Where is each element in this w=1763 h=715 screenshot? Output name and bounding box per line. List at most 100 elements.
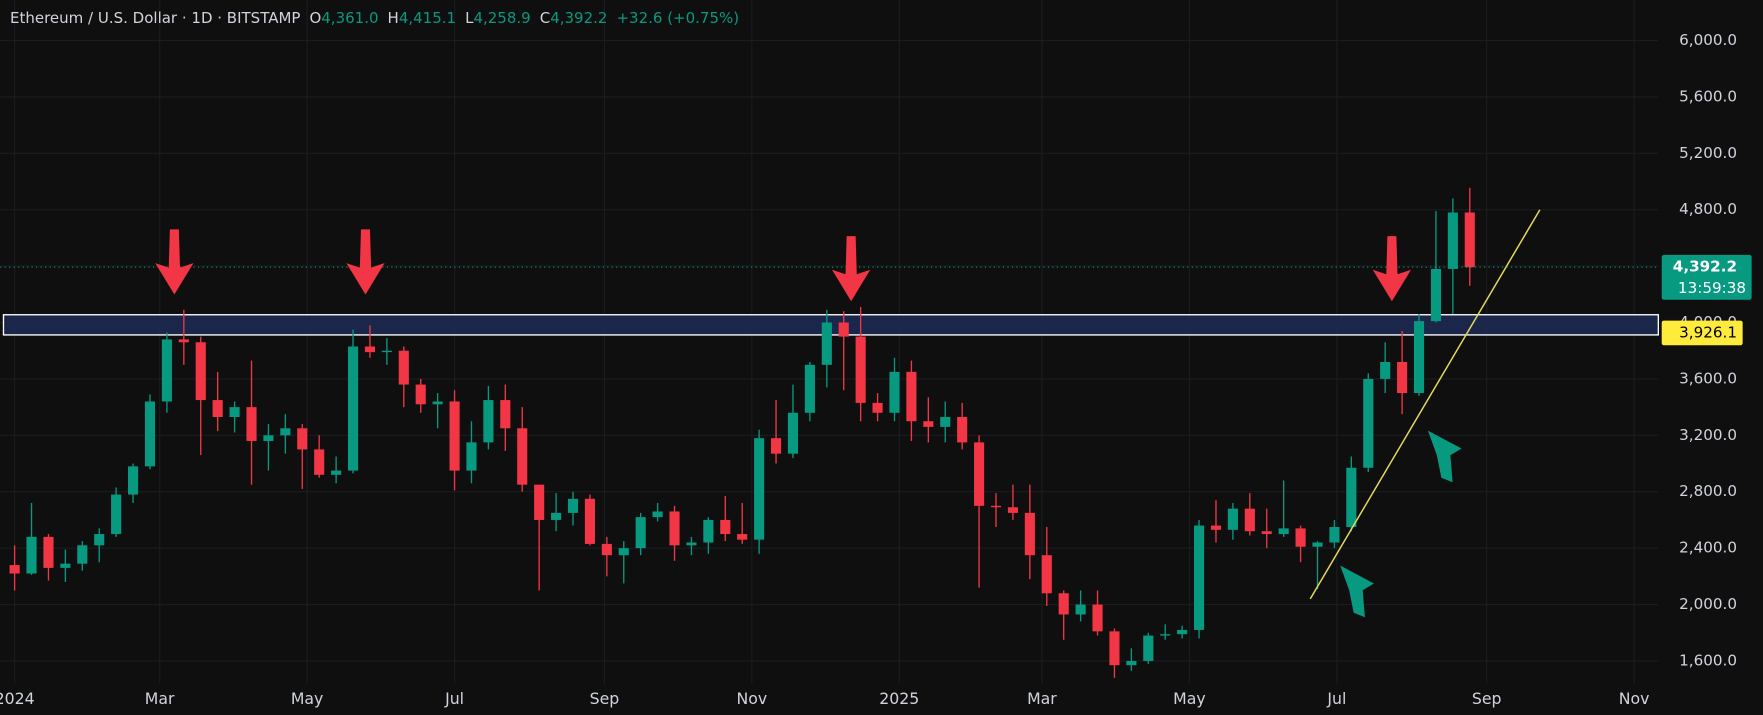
x-tick-label: May (1173, 689, 1206, 708)
candle-body (432, 401, 443, 405)
candle-body (1329, 526, 1340, 543)
candle-body (1109, 631, 1120, 666)
candle-body (1346, 467, 1357, 527)
candle-body (567, 498, 579, 513)
candles (9, 187, 1475, 678)
candle-body (1312, 542, 1323, 547)
candle-body (483, 400, 494, 443)
last-price-tag (1661, 254, 1752, 300)
x-tick-label: Mar (145, 689, 175, 708)
candle-body (1160, 634, 1171, 636)
y-tick-label: 1,600.0 (1679, 651, 1737, 669)
candle-body (364, 346, 376, 353)
candle-body (1397, 361, 1408, 394)
candle-body (754, 438, 765, 540)
candle-body (77, 545, 88, 564)
candle-body (347, 346, 359, 471)
candle-body (990, 505, 1002, 508)
candle-body (703, 519, 714, 543)
candle-body (1244, 508, 1255, 532)
x-tick-label: Jul (444, 689, 464, 708)
candle-body (229, 407, 240, 417)
candle-body (601, 543, 612, 556)
ohlc-label: L (465, 9, 474, 27)
ohlc-label: C (539, 9, 551, 27)
x-tick-label: Sep (1472, 689, 1502, 708)
candle-body (923, 421, 934, 427)
candle-body (314, 449, 325, 475)
trendline (1309, 209, 1541, 600)
grid (0, 0, 1659, 684)
candle-body (1380, 361, 1391, 379)
candle-body (821, 322, 832, 365)
candle-body (1126, 660, 1137, 666)
candle-body (1092, 604, 1103, 632)
candle-body (161, 339, 172, 402)
candle-body (1430, 268, 1442, 322)
y-tick-label: 2,000.0 (1679, 595, 1737, 613)
candle-body (9, 565, 20, 574)
candle-body (534, 484, 545, 520)
x-tick-label: 2024 (0, 689, 35, 708)
candle-body (720, 519, 731, 535)
green-arrow (1340, 565, 1374, 618)
ohlc-label: H (387, 9, 399, 27)
candle-body (111, 494, 122, 535)
candle-body (686, 542, 697, 546)
y-tick-label: 4,800.0 (1679, 200, 1737, 218)
y-tick-label: 6,000.0 (1679, 31, 1737, 49)
y-tick-label: 5,200.0 (1679, 144, 1737, 162)
candle-body (60, 563, 71, 568)
y-tick-label: 2,800.0 (1679, 482, 1737, 500)
red-arrow (155, 229, 194, 295)
candle-body (1363, 378, 1374, 468)
candle-body (1058, 593, 1069, 615)
candle-body (128, 466, 139, 495)
candle-body (957, 416, 968, 443)
candle-body (906, 371, 917, 422)
y-tick-label: 5,600.0 (1679, 87, 1737, 105)
price-change: +32.6 (+0.75%) (616, 9, 740, 27)
candle-body (1024, 512, 1035, 556)
candle-body (1007, 507, 1018, 513)
level-label: 3,926.1 (1679, 323, 1737, 341)
x-tick-label: Jul (1326, 689, 1346, 708)
x-tick-label: Mar (1027, 689, 1057, 708)
candle-body (398, 350, 409, 385)
y-tick-label: 3,200.0 (1679, 426, 1737, 444)
candle-body (500, 400, 511, 429)
ohlc-value: 4,258.9 (473, 9, 531, 27)
candle-body (212, 400, 223, 417)
candle-body (737, 534, 748, 540)
red-arrow (1372, 236, 1412, 302)
candle-body (1143, 635, 1154, 661)
candle-body (1295, 528, 1306, 547)
candle-body (449, 401, 460, 471)
candle-body (195, 342, 206, 401)
candle-body (381, 350, 392, 353)
candle-body (263, 435, 274, 441)
candle-body (1041, 555, 1052, 594)
countdown-label: 13:59:38 (1678, 279, 1746, 297)
red-arrow (832, 236, 871, 302)
candle-body (635, 517, 646, 549)
candle-body (787, 412, 799, 454)
candle-body (246, 407, 257, 441)
candle-body (669, 511, 680, 546)
candle-body (1177, 629, 1188, 635)
ohlc-value: 4,361.0 (321, 9, 379, 27)
candle-body (280, 428, 291, 436)
candle-body (26, 536, 37, 574)
x-tick-label: May (291, 689, 324, 708)
candle-body (1278, 528, 1289, 535)
candle-body (838, 322, 849, 337)
red-arrow (346, 229, 385, 295)
candle-body (466, 442, 477, 471)
axes: 1,600.0 2,000.0 2,400.0 2,800.0 3,200.0 3,600… (0, 31, 1752, 708)
level-tag (1661, 320, 1743, 346)
y-tick-label: 2,400.0 (1679, 539, 1737, 557)
candle-body (889, 371, 900, 413)
